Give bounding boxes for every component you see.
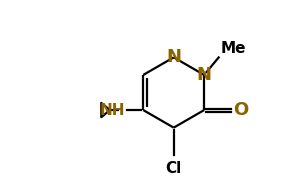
Text: O: O [233, 101, 248, 119]
Text: NH: NH [100, 102, 125, 118]
Text: Me: Me [221, 41, 246, 56]
Text: N: N [197, 66, 211, 84]
Text: N: N [166, 48, 181, 66]
Text: Cl: Cl [165, 161, 182, 176]
